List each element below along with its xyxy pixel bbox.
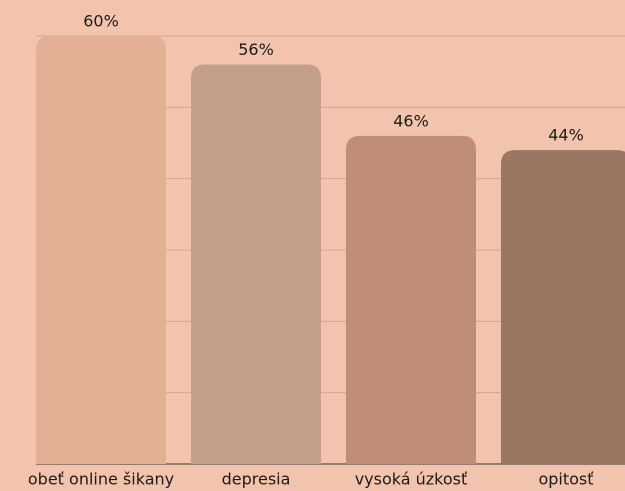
x-tick-label: opitosť — [538, 470, 593, 489]
x-tick-label: obeť online šikany — [28, 470, 174, 489]
x-tick-label: vysoká úzkosť — [355, 470, 468, 489]
value-label: 46% — [393, 111, 429, 130]
bar — [346, 135, 476, 464]
x-tick-label: depresia — [222, 470, 291, 489]
value-label: 60% — [83, 12, 119, 31]
bar — [501, 150, 625, 464]
value-label: 44% — [548, 126, 584, 145]
bar — [191, 64, 321, 465]
value-label: 56% — [238, 40, 274, 59]
bar — [36, 36, 166, 464]
